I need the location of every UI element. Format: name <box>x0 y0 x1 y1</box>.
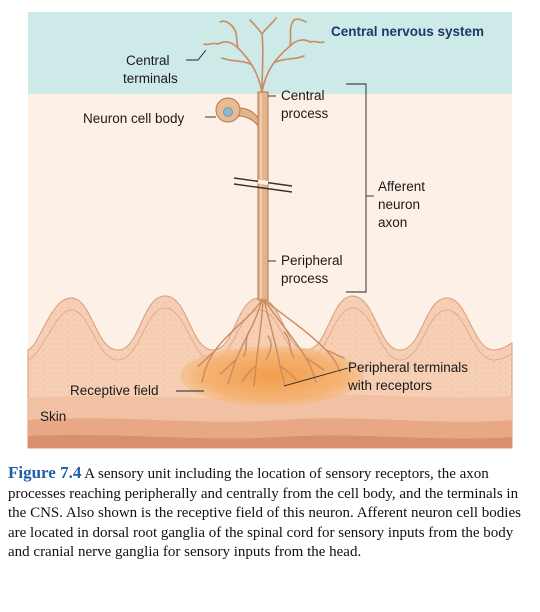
peripheral-terminals <box>197 299 345 387</box>
peripheral-process-label-1: Peripheral <box>281 253 343 268</box>
afferent-label-2: neuron <box>378 197 420 212</box>
peripheral-process-label-2: process <box>281 271 329 286</box>
cell-body-label: Neuron cell body <box>83 111 185 126</box>
peripheral-terminals-leader <box>283 367 349 387</box>
central-terminals-label-2: terminals <box>123 71 178 86</box>
cns-label: Central nervous system <box>331 24 484 39</box>
cell-body-stalk <box>237 107 259 128</box>
axon-break-mark-2 <box>233 183 293 193</box>
figure-caption: Figure 7.4 A sensory unit including the … <box>8 463 532 563</box>
peripheral-terminals-label-2: with receptors <box>347 378 432 393</box>
central-process-label-2: process <box>281 106 329 121</box>
figure-number: Figure 7.4 <box>8 463 82 482</box>
central-terminals <box>203 17 325 93</box>
receptive-field-label: Receptive field <box>70 383 159 398</box>
nucleus <box>223 107 233 117</box>
peripheral-terminals-label-1: Peripheral terminals <box>348 360 468 375</box>
caption-text: A sensory unit including the location of… <box>8 466 521 561</box>
afferent-label-3: axon <box>378 215 407 230</box>
central-terminals-label-1: Central <box>126 53 170 68</box>
central-terminals-leader <box>186 49 207 61</box>
afferent-label-1: Afferent <box>378 179 425 194</box>
papillae-inner-line <box>27 307 513 361</box>
axon-break-gap <box>257 179 269 185</box>
receptive-field <box>180 346 364 406</box>
skin-layer-3 <box>28 435 512 448</box>
skin-label: Skin <box>40 409 66 424</box>
afferent-axon-bracket <box>346 83 367 293</box>
central-process-label-1: Central <box>281 88 325 103</box>
afferent-axon <box>257 91 269 301</box>
